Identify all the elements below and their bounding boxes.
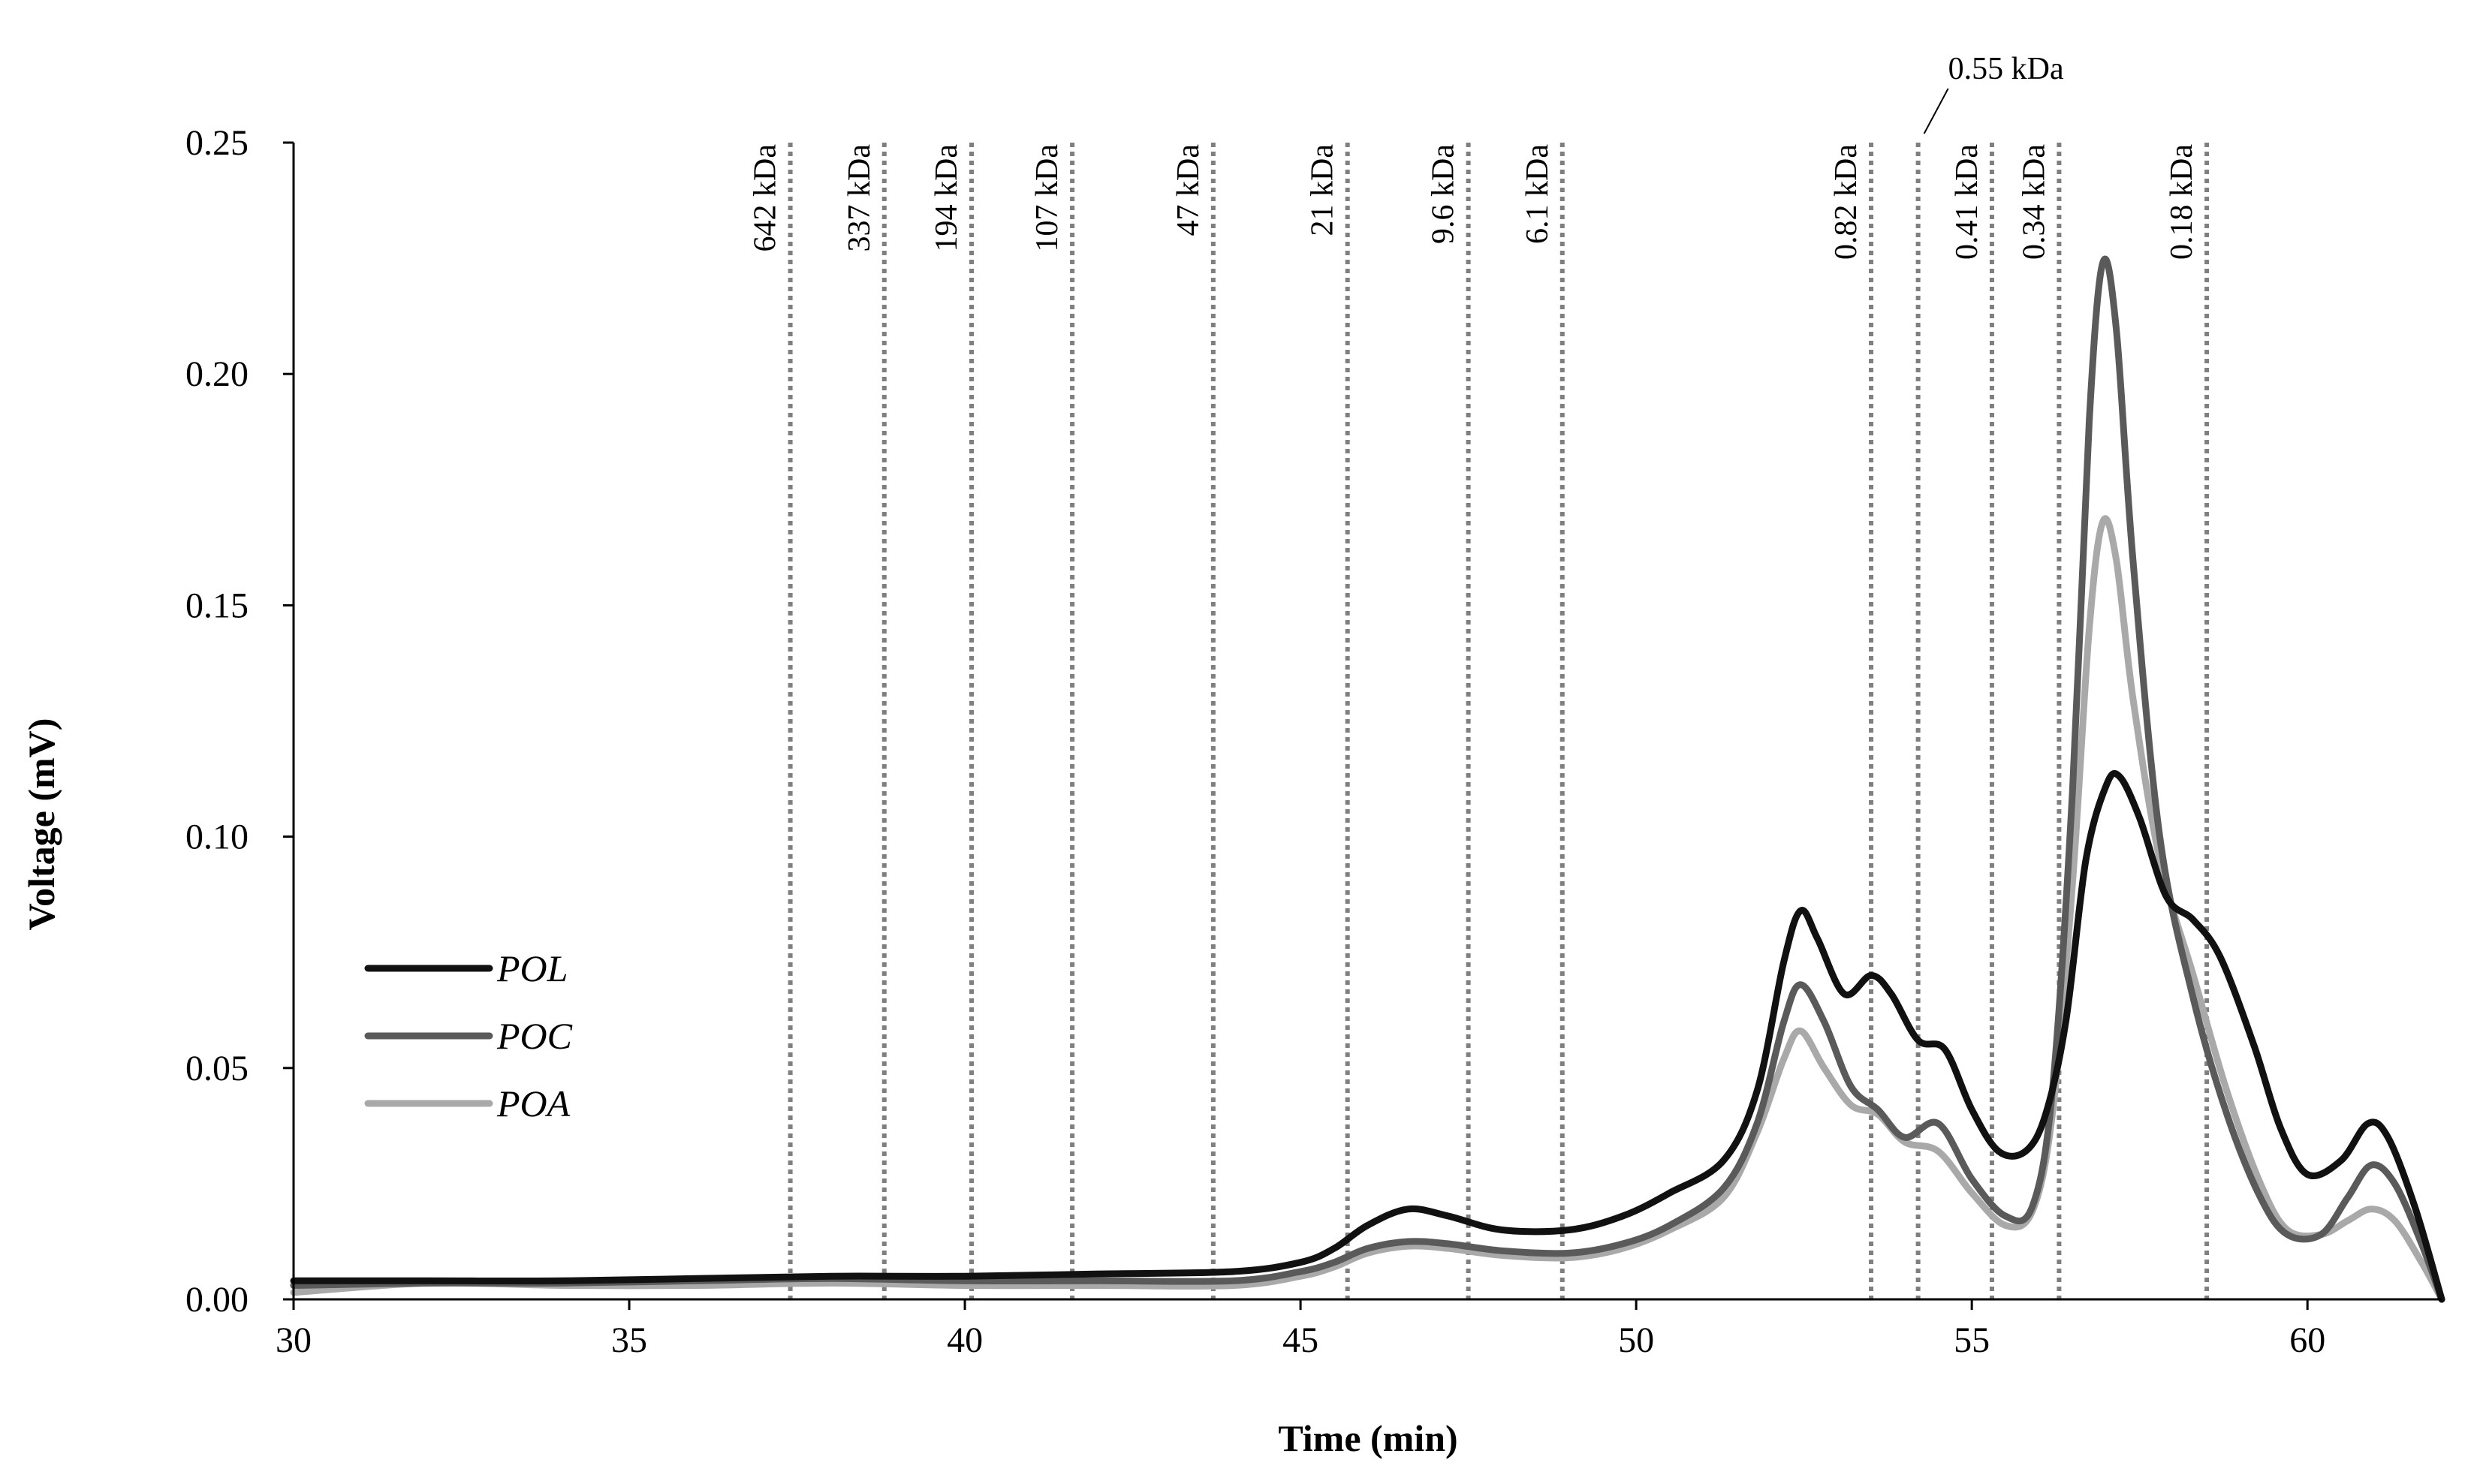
series-line-pol	[290, 769, 2445, 1303]
mw-marker-leader	[1923, 88, 1949, 134]
mw-marker-label: 107 kDa	[1030, 144, 1065, 252]
legend: POL POC POA	[364, 947, 573, 1124]
y-tick-label: 0.10	[185, 817, 249, 857]
y-tick-label: 0.25	[185, 123, 249, 163]
legend-label-poc: POC	[496, 1015, 573, 1057]
x-tick-label: 40	[947, 1320, 983, 1360]
y-tick-label: 0.05	[185, 1049, 249, 1088]
axis-layer	[292, 143, 2442, 1301]
legend-label-poa: POA	[496, 1082, 571, 1124]
y-tick-label: 0.00	[185, 1280, 249, 1320]
mw-marker-label: 0.18 kDa	[2165, 144, 2199, 260]
x-tick-label: 50	[1618, 1320, 1654, 1360]
x-tick-label: 60	[2289, 1320, 2325, 1360]
mw-marker-label: 0.34 kDa	[2017, 144, 2051, 260]
series-layer	[290, 255, 2445, 1303]
mw-marker-label: 0.55 kDa	[1948, 52, 2064, 86]
mw-marker-label: 6.1 kDa	[1520, 144, 1555, 244]
x-tick-label: 30	[276, 1320, 312, 1360]
x-tick-label: 35	[611, 1320, 647, 1360]
mw-marker-label: 0.41 kDa	[1950, 144, 1984, 260]
marker-layer: 642 kDa 337 kDa 194 kDa 107 kDa 47 kDa 21 kDa…	[749, 52, 2210, 1299]
mw-marker-label: 194 kDa	[930, 144, 964, 252]
mw-marker-label: 47 kDa	[1171, 144, 1206, 236]
x-tick-label: 45	[1282, 1320, 1318, 1360]
y-tick-label: 0.15	[185, 585, 249, 625]
mw-marker-label: 0.82 kDa	[1829, 144, 1864, 260]
mw-marker-label: 337 kDa	[842, 144, 877, 252]
mw-marker-label: 9.6 kDa	[1427, 144, 1461, 244]
x-axis-title: Time (min)	[1278, 1417, 1457, 1459]
series-line-poa	[290, 515, 2445, 1303]
series-line-poc	[290, 255, 2445, 1303]
x-tick-label: 55	[1954, 1320, 1990, 1360]
mw-marker-label: 642 kDa	[749, 144, 783, 252]
y-tick-label: 0.20	[185, 354, 249, 394]
mw-marker-label: 21 kDa	[1306, 144, 1340, 236]
y-axis-title: Voltage (mV)	[20, 718, 62, 931]
tick-layer: 0.00 0.05 0.10 0.15 0.20 0.25 30 35 40 45 50 55 60	[185, 123, 2325, 1360]
legend-label-pol: POL	[496, 947, 568, 989]
